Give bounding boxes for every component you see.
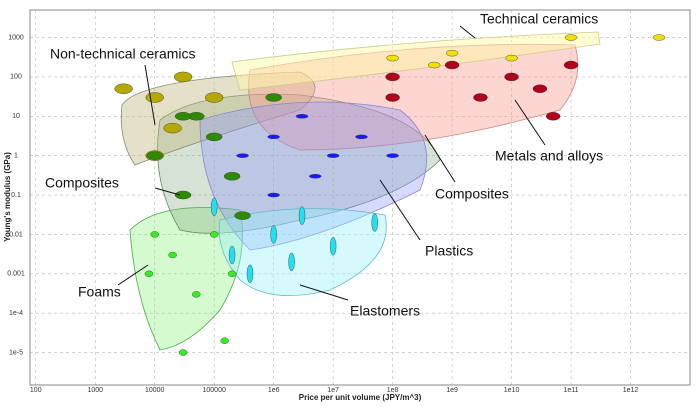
material-bubble bbox=[295, 114, 309, 119]
material-bubble bbox=[204, 92, 224, 103]
x-axis-label: Price per unit volume (JPY/m^3) bbox=[299, 393, 422, 402]
material-bubble bbox=[309, 174, 322, 179]
y-tick-label: 10 bbox=[12, 113, 20, 120]
y-tick-label: 1e-5 bbox=[9, 349, 23, 356]
x-tick-label: 1e10 bbox=[504, 387, 520, 394]
material-bubble bbox=[386, 153, 399, 158]
material-bubble bbox=[505, 54, 518, 62]
x-tick-label: 10000 bbox=[145, 387, 165, 394]
annotation-arrow bbox=[379, 179, 421, 241]
y-tick-label: 1e-4 bbox=[9, 310, 23, 317]
material-bubble bbox=[114, 83, 133, 94]
material-bubble bbox=[265, 93, 282, 102]
x-tick-label: 1000 bbox=[87, 387, 103, 394]
x-tick-label: 100 bbox=[30, 387, 42, 394]
x-tick-label: 1e9 bbox=[446, 387, 458, 394]
material-bubble bbox=[178, 349, 188, 356]
annotation-arrow bbox=[154, 187, 181, 196]
annotation: Elastomers bbox=[350, 303, 420, 319]
y-axis-label: Young's modulus (GPa) bbox=[3, 152, 12, 242]
annotation: Composites bbox=[435, 186, 509, 202]
material-bubble bbox=[246, 264, 254, 283]
material-bubble bbox=[288, 252, 295, 272]
annotation-arrow bbox=[514, 99, 546, 146]
material-bubble bbox=[168, 251, 177, 259]
material-bubble bbox=[192, 291, 201, 298]
annotation-arrow bbox=[299, 284, 349, 301]
material-bubble bbox=[205, 132, 223, 142]
material-bubble bbox=[227, 270, 237, 277]
annotation-arrow bbox=[459, 25, 476, 39]
x-tick-label: 1e6 bbox=[268, 387, 280, 394]
x-tick-label: 1e7 bbox=[327, 387, 339, 394]
material-bubble bbox=[144, 270, 154, 277]
material-bubble bbox=[445, 49, 459, 57]
annotation: Foams bbox=[78, 284, 121, 300]
material-bubble bbox=[563, 60, 579, 70]
material-bubble bbox=[298, 206, 306, 225]
material-bubble bbox=[209, 231, 219, 238]
material-bubble bbox=[385, 72, 400, 82]
material-bubble bbox=[371, 213, 378, 232]
material-bubble bbox=[150, 231, 159, 238]
material-bubble bbox=[145, 92, 164, 103]
material-bubble bbox=[234, 211, 251, 220]
material-bubble bbox=[326, 153, 340, 158]
material-bubble bbox=[267, 134, 280, 140]
technical-ceramics-envelope bbox=[231, 31, 601, 91]
y-tick-label: 0.001 bbox=[7, 271, 25, 278]
material-bubble bbox=[386, 54, 399, 62]
plot-frame bbox=[29, 9, 691, 386]
material-bubble bbox=[444, 60, 460, 70]
material-bubble bbox=[652, 34, 666, 41]
material-bubble bbox=[473, 93, 488, 102]
material-bubble bbox=[228, 245, 236, 265]
y-tick-label: 0.1 bbox=[11, 192, 21, 199]
material-bubble bbox=[236, 153, 249, 158]
annotation: Metals and alloys bbox=[495, 148, 603, 164]
material-bubble bbox=[385, 93, 400, 102]
material-bubble bbox=[146, 151, 163, 160]
y-tick-label: 100 bbox=[10, 74, 22, 81]
annotation: Plastics bbox=[425, 243, 473, 259]
annotation-arrow bbox=[144, 64, 156, 126]
x-tick-label: 100000 bbox=[203, 387, 226, 394]
material-bubble bbox=[163, 122, 182, 134]
material-bubble bbox=[564, 34, 578, 41]
x-tick-label: 1e11 bbox=[564, 387, 579, 394]
material-bubble bbox=[210, 197, 218, 217]
x-tick-label: 1e12 bbox=[623, 387, 639, 394]
y-tick-label: 1000 bbox=[8, 34, 24, 41]
y-tick-label: 0.01 bbox=[9, 231, 23, 238]
material-bubble bbox=[267, 192, 280, 198]
annotation: Non-technical ceramics bbox=[50, 46, 196, 62]
material-bubble bbox=[532, 84, 548, 93]
material-bubble bbox=[545, 112, 561, 121]
foams-envelope bbox=[129, 207, 243, 351]
annotation-arrow bbox=[117, 264, 149, 286]
material-bubble bbox=[223, 172, 241, 181]
material-bubble bbox=[504, 72, 519, 82]
material-bubble bbox=[355, 134, 368, 140]
elastomers-envelope bbox=[218, 208, 387, 296]
material-bubble bbox=[174, 112, 192, 121]
material-bubble bbox=[174, 190, 192, 200]
annotation: Composites bbox=[45, 175, 119, 191]
material-bubble bbox=[329, 237, 337, 256]
x-tick-label: 1e8 bbox=[387, 387, 399, 394]
material-bubble bbox=[270, 225, 277, 244]
annotation-arrow bbox=[424, 134, 456, 183]
annotation: Technical ceramics bbox=[480, 11, 598, 27]
y-tick-label: 1 bbox=[14, 153, 18, 160]
material-bubble bbox=[427, 61, 441, 69]
material-bubble bbox=[220, 337, 229, 344]
material-bubble bbox=[173, 71, 193, 83]
